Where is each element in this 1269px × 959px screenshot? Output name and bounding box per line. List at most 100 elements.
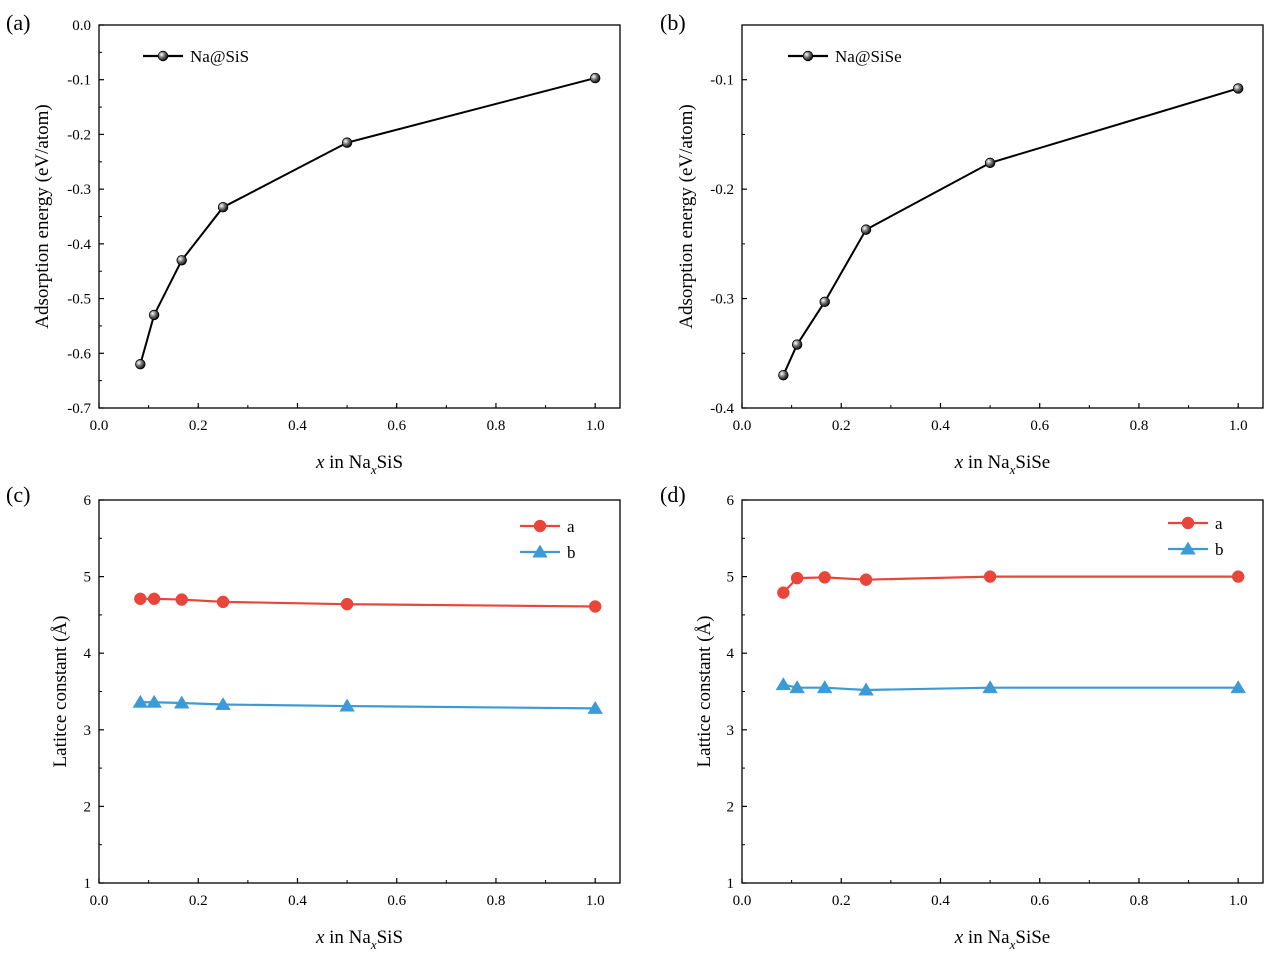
x-tick-label: 0.0 bbox=[733, 893, 752, 909]
y-tick-label: -0.1 bbox=[710, 73, 734, 89]
legend-entry: Na@SiS bbox=[143, 47, 249, 66]
plot-frame bbox=[741, 24, 1264, 409]
x-tick-label: 0.4 bbox=[288, 418, 307, 434]
legend-entry: a bbox=[520, 517, 575, 536]
y-tick-label: -0.3 bbox=[67, 182, 91, 198]
x-axis-title: x in NaxSiS bbox=[315, 927, 403, 952]
y-tick-label: -0.4 bbox=[67, 237, 91, 253]
y-tick-label: 2 bbox=[727, 799, 735, 815]
x-axis-title-mid: in Na bbox=[324, 927, 371, 948]
x-axis-title-mid: in Na bbox=[963, 927, 1010, 948]
x-tick-label: 0.8 bbox=[487, 893, 506, 909]
data-point bbox=[217, 201, 229, 213]
x-axis-title-tail: SiSe bbox=[1015, 927, 1050, 948]
legend-marker bbox=[1180, 541, 1196, 555]
y-axis-title: Adsorption energy (eV/atom) bbox=[32, 104, 53, 328]
legend-marker bbox=[532, 544, 548, 558]
x-axis-title: x in NaxSiSe bbox=[954, 927, 1051, 952]
y-axis-title: Lattice constant (Å) bbox=[694, 616, 715, 768]
data-point bbox=[135, 359, 146, 370]
data-point bbox=[983, 570, 997, 583]
y-tick-label: -0.2 bbox=[67, 127, 91, 143]
data-point bbox=[132, 694, 149, 708]
data-point bbox=[1232, 83, 1244, 94]
data-point bbox=[816, 680, 833, 694]
x-tick-label: 1.0 bbox=[1229, 418, 1248, 434]
y-tick-label: 3 bbox=[84, 723, 92, 739]
y-tick-label: 6 bbox=[84, 493, 92, 509]
legend-marker bbox=[1181, 516, 1195, 530]
legend-label: a bbox=[1215, 514, 1223, 533]
data-point bbox=[147, 592, 161, 606]
x-axis-title-sub: x bbox=[370, 937, 377, 952]
y-tick-label: -0.3 bbox=[710, 292, 734, 308]
y-tick-label: 5 bbox=[84, 570, 92, 586]
x-tick-label: 0.0 bbox=[90, 418, 109, 434]
x-axis-title-sub: x bbox=[370, 462, 377, 477]
data-point bbox=[790, 571, 804, 585]
y-axis-title: Adsorption energy (eV/atom) bbox=[676, 104, 697, 328]
panel-label: (a) bbox=[6, 10, 30, 35]
x-tick-label: 0.8 bbox=[1130, 893, 1149, 909]
y-tick-label: -0.7 bbox=[67, 401, 91, 417]
x-axis-title-mid: in Na bbox=[963, 452, 1010, 473]
data-point bbox=[860, 224, 872, 235]
legend-marker bbox=[533, 519, 547, 533]
data-point bbox=[146, 694, 162, 708]
legend-label: b bbox=[567, 543, 576, 562]
x-axis-title-tail: SiS bbox=[377, 927, 403, 948]
x-axis-title-tail: SiS bbox=[377, 452, 403, 473]
legend-marker bbox=[802, 50, 814, 62]
x-axis-title-var: x bbox=[315, 927, 325, 948]
x-axis-title-var: x bbox=[954, 927, 964, 948]
x-tick-label: 0.4 bbox=[288, 893, 307, 909]
x-tick-label: 0.4 bbox=[931, 418, 950, 434]
y-tick-label: -0.4 bbox=[710, 401, 734, 417]
legend-label: Na@SiS bbox=[190, 47, 249, 66]
plot-frame bbox=[98, 24, 621, 409]
data-point bbox=[775, 677, 792, 691]
y-tick-label: 4 bbox=[84, 646, 92, 662]
series-line bbox=[140, 701, 596, 710]
legend-label: b bbox=[1215, 540, 1224, 559]
data-point bbox=[858, 682, 874, 696]
data-point bbox=[134, 592, 147, 606]
panel-label: (b) bbox=[660, 10, 686, 35]
y-tick-label: 1 bbox=[727, 876, 735, 892]
panel-b: 0.0 0.2 0.4 0.6 0.8 1.0 -0.1 -0.2 -0.3 -0.4 (b) x i… bbox=[660, 10, 1264, 477]
legend-label: Na@SiSe bbox=[835, 47, 902, 66]
data-point bbox=[339, 698, 355, 712]
data-point bbox=[982, 680, 998, 694]
y-tick-label: -0.6 bbox=[67, 346, 91, 362]
y-tick-label: -0.5 bbox=[67, 292, 91, 308]
data-point bbox=[340, 597, 354, 611]
x-axis-title-var: x bbox=[315, 452, 325, 473]
x-tick-label: 1.0 bbox=[586, 893, 605, 909]
series-line bbox=[140, 597, 596, 608]
data-point bbox=[818, 571, 831, 584]
series-line bbox=[139, 77, 596, 365]
y-tick-label: 5 bbox=[727, 570, 735, 586]
x-tick-label: 0.6 bbox=[1030, 893, 1049, 909]
legend-entry: b bbox=[1168, 540, 1224, 559]
x-axis-title: x in NaxSiS bbox=[315, 452, 403, 477]
panel-a: 0.0 0.2 0.4 0.6 0.8 1.0 0.0 -0.1 -0.2 -0.3 -0.4 -0.… bbox=[6, 10, 621, 477]
x-tick-label: 0.2 bbox=[189, 893, 208, 909]
x-tick-label: 0.4 bbox=[931, 893, 950, 909]
data-point bbox=[341, 137, 353, 148]
panel-label: (d) bbox=[660, 482, 686, 507]
y-tick-label: -0.2 bbox=[710, 182, 734, 198]
data-point bbox=[216, 595, 230, 609]
data-point bbox=[588, 600, 602, 613]
x-tick-label: 0.2 bbox=[189, 418, 208, 434]
data-point bbox=[859, 573, 873, 586]
series-line bbox=[782, 575, 1239, 594]
y-tick-label: 4 bbox=[727, 646, 735, 662]
data-point bbox=[173, 695, 190, 709]
series-a bbox=[134, 592, 602, 613]
data-point bbox=[789, 680, 805, 694]
data-point bbox=[175, 593, 188, 606]
legend-label: a bbox=[567, 517, 575, 536]
data-point bbox=[1231, 570, 1245, 583]
